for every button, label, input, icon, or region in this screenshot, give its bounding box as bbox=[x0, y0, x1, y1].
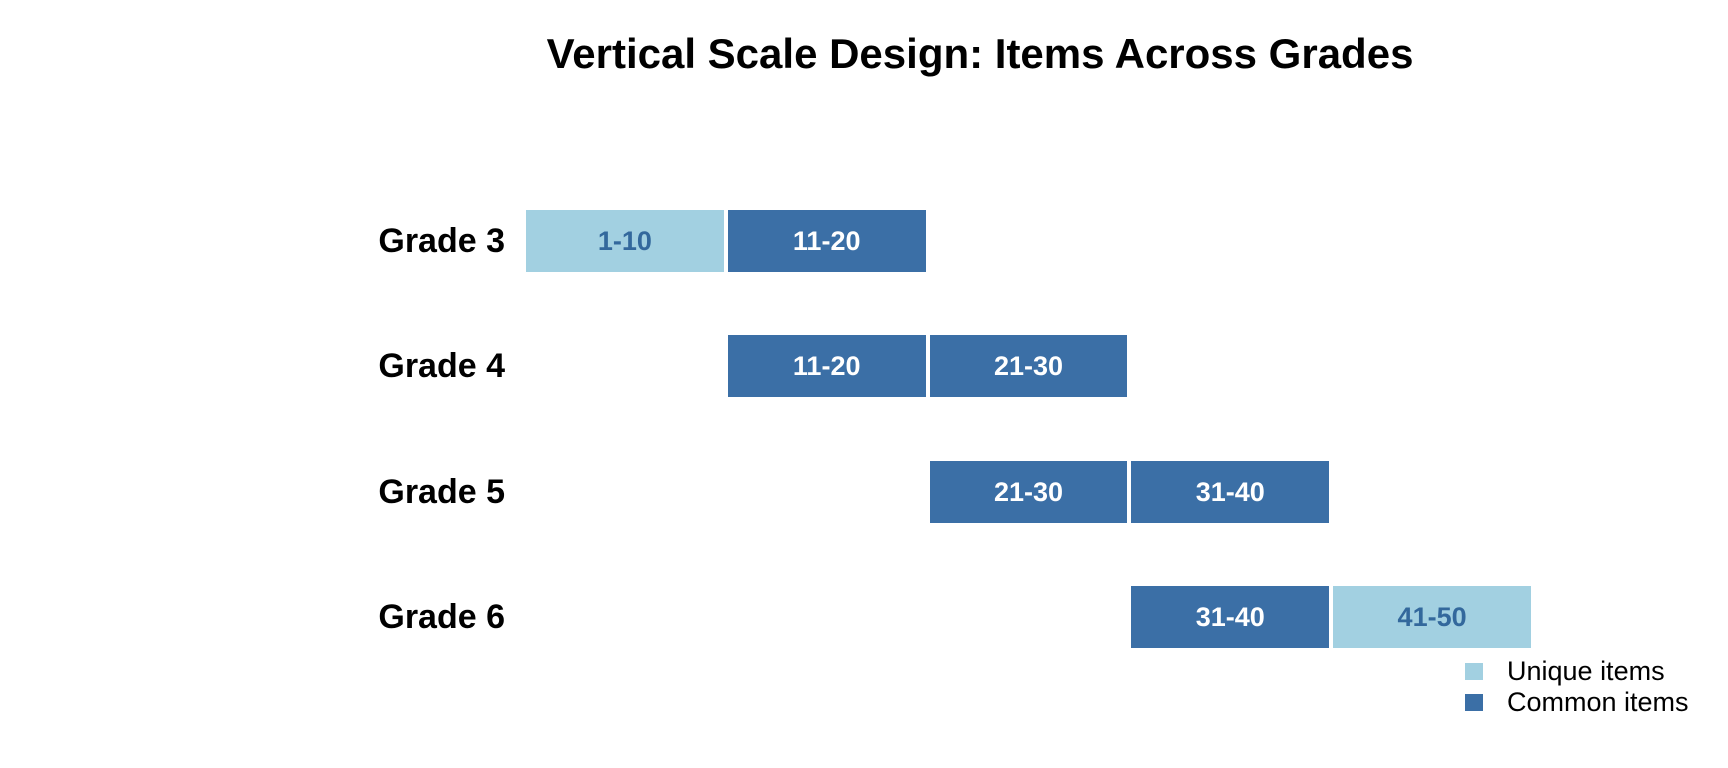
bar-segment: 21-30 bbox=[929, 335, 1128, 397]
category-label: Grade 6 bbox=[378, 598, 505, 636]
category-label: Grade 4 bbox=[378, 347, 505, 385]
bar-segment: 31-40 bbox=[1131, 461, 1330, 523]
legend-label-common: Common items bbox=[1507, 687, 1689, 717]
legend-row-unique: Unique items bbox=[1465, 656, 1689, 687]
category-label: Grade 5 bbox=[378, 473, 505, 511]
bar-segment: 11-20 bbox=[727, 210, 926, 272]
bar-segment: 31-40 bbox=[1131, 586, 1330, 648]
common-items-swatch-icon bbox=[1465, 694, 1483, 711]
unique-items-swatch-icon bbox=[1465, 663, 1483, 680]
category-label: Grade 3 bbox=[378, 222, 505, 260]
bar-segment: 11-20 bbox=[727, 335, 926, 397]
bar-segment: 41-50 bbox=[1333, 586, 1531, 648]
legend: Unique items Common items bbox=[1465, 656, 1689, 718]
chart-title: Vertical Scale Design: Items Across Grad… bbox=[546, 30, 1414, 77]
legend-row-common: Common items bbox=[1465, 687, 1689, 718]
legend-label-unique: Unique items bbox=[1507, 656, 1665, 686]
bar-segment: 21-30 bbox=[929, 461, 1128, 523]
bar-segment: 1-10 bbox=[526, 210, 724, 272]
